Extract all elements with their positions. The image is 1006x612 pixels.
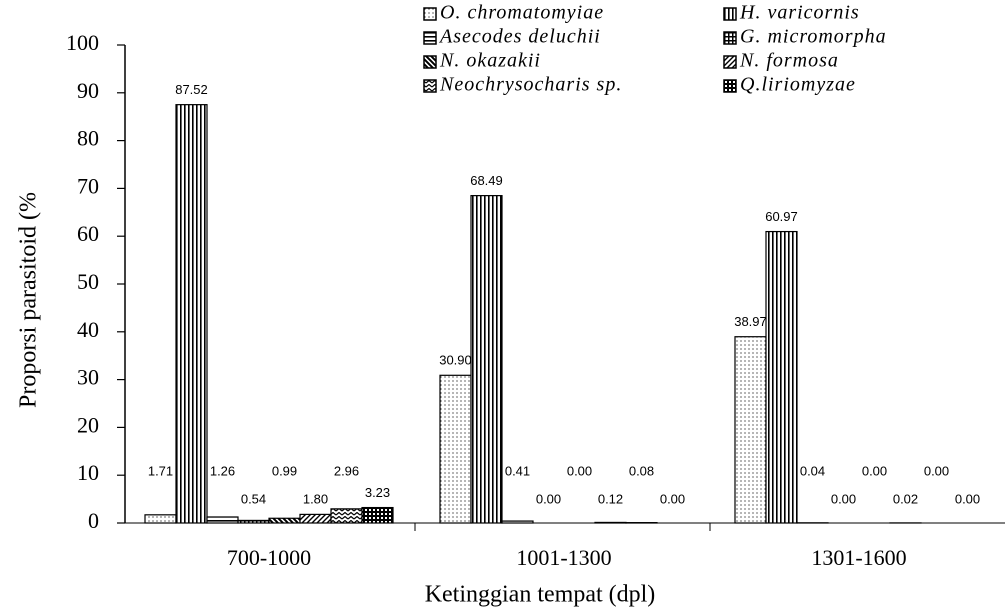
value-label: 60.97 (765, 209, 798, 224)
value-label: 0.00 (536, 491, 561, 506)
bar (361, 506, 394, 524)
legend-swatch (423, 7, 437, 21)
legend-label: O. chromatomyiae (440, 2, 604, 24)
value-label: 87.52 (175, 82, 208, 97)
bar (594, 521, 627, 524)
value-label: 0.00 (660, 491, 685, 506)
legend-swatch (723, 7, 737, 21)
bar (268, 517, 301, 524)
legend-swatch (423, 31, 437, 45)
legend-label: N. formosa (739, 50, 839, 72)
x-axis-title: Ketinggian tempat (dpl) (425, 582, 656, 608)
legend-swatch (723, 79, 737, 93)
legend-label: H. varicornis (739, 2, 860, 24)
x-tick-label: 700-1000 (227, 545, 311, 570)
y-tick-label: 50 (77, 269, 99, 294)
value-label: 0.00 (924, 463, 949, 478)
bar (144, 514, 177, 524)
value-label: 0.00 (567, 463, 592, 478)
legend-label: Q.liriomyzae (740, 74, 856, 96)
value-label: 1.71 (148, 463, 173, 478)
value-label: 0.08 (629, 463, 654, 478)
y-tick-label: 10 (77, 460, 99, 485)
legend-label: G. micromorpha (740, 26, 887, 48)
legend-swatch (723, 31, 737, 45)
value-label: 0.00 (955, 491, 980, 506)
legend-label: Asecodes deluchii (438, 26, 601, 48)
x-tick-label: 1001-1300 (516, 545, 611, 570)
y-tick-label: 60 (77, 221, 99, 246)
legend-label: N. okazakii (439, 50, 541, 72)
bar (501, 520, 534, 524)
legend-swatch (423, 55, 437, 69)
value-label: 1.26 (210, 463, 235, 478)
bar (175, 104, 208, 524)
value-label: 0.99 (272, 463, 297, 478)
value-label: 0.00 (862, 463, 887, 478)
value-label: 2.96 (334, 463, 359, 478)
value-label: 3.23 (365, 485, 390, 500)
value-label: 0.00 (831, 491, 856, 506)
legend-swatch (723, 55, 737, 69)
value-label: 0.54 (241, 491, 266, 506)
value-label: 30.90 (439, 353, 472, 368)
y-tick-label: 70 (77, 173, 99, 198)
value-label: 1.80 (303, 491, 328, 506)
bar (237, 519, 270, 524)
bar (206, 516, 239, 524)
x-tick-label: 1301-1600 (811, 545, 906, 570)
value-label: 0.41 (505, 463, 530, 478)
y-tick-label: 90 (77, 78, 99, 103)
bar (765, 230, 798, 524)
y-tick-label: 100 (66, 30, 99, 55)
y-tick-label: 40 (77, 317, 99, 342)
y-axis-title: Proporsi parasitoid (% (16, 192, 42, 408)
bar (330, 508, 363, 524)
bar (299, 513, 332, 524)
value-label: 38.97 (734, 314, 767, 329)
value-label: 0.04 (800, 463, 825, 478)
y-tick-label: 20 (77, 412, 99, 437)
value-label: 0.12 (598, 491, 623, 506)
y-tick-label: 0 (88, 508, 99, 533)
y-tick-label: 30 (77, 365, 99, 390)
value-label: 0.02 (893, 491, 918, 506)
bar (439, 374, 472, 524)
y-tick-label: 80 (77, 126, 99, 151)
bar (734, 336, 767, 524)
value-label: 68.49 (470, 173, 503, 188)
bar (470, 195, 503, 524)
legend-swatch (423, 79, 437, 93)
legend-label: Neochrysocharis sp. (439, 74, 622, 96)
